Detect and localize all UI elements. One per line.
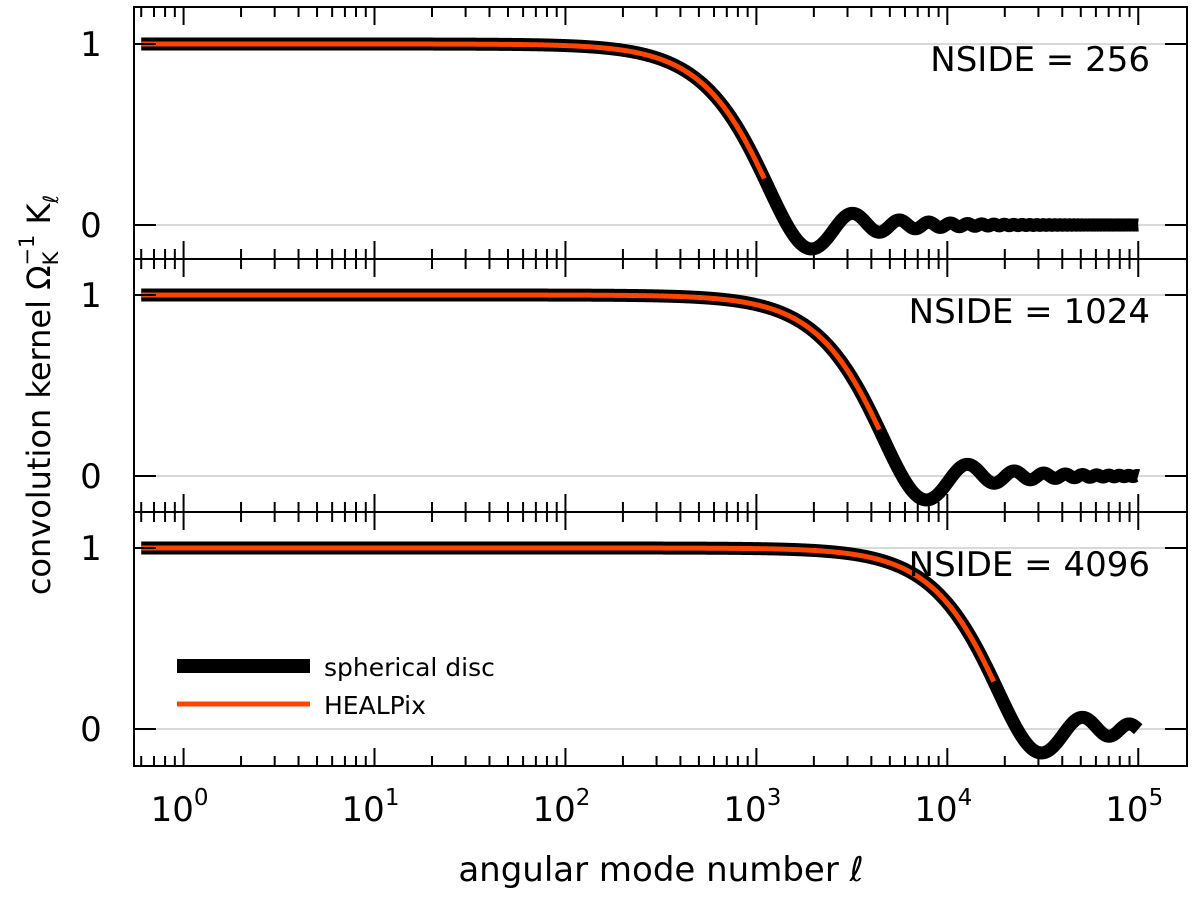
x-tick-label: 102	[532, 785, 590, 830]
y-axis-label-sub2: ℓ	[39, 195, 63, 205]
y-axis-label: convolution kernel ΩK−1 Kℓ	[15, 195, 63, 595]
x-tick-label: 104	[914, 785, 972, 830]
y-tick-label-panel-1: 1	[80, 25, 102, 65]
y-axis-label-mid: K	[20, 202, 58, 234]
data-layer	[135, 37, 1145, 760]
panel-label-2: NSIDE = 1024	[909, 292, 1150, 332]
y-tick-label-panel-2: 1	[80, 276, 102, 316]
series-healpix-panel-1	[139, 41, 767, 181]
panel-frame-3	[133, 511, 1188, 767]
legend-label-spherical-disc: spherical disc	[324, 653, 495, 682]
x-tick-label: 105	[1105, 785, 1163, 830]
x-tick-label: 100	[151, 785, 209, 830]
y-tick-label-panel-1: 0	[80, 206, 102, 246]
series-healpix-panel-3	[139, 545, 996, 684]
grid-layer	[134, 43, 1187, 730]
y-tick-label-panel-2: 0	[80, 457, 102, 497]
label-layer: 0 1 NSIDE = 256 0 1 NSIDE = 1024 0 1 NSIDE = 409…	[80, 25, 1163, 830]
y-axis-label-prefix: convolution kernel Ω	[20, 265, 58, 595]
y-axis-label-sub1: K	[39, 250, 63, 265]
x-axis-label: angular mode number ℓ	[458, 850, 863, 890]
panel-label-3: NSIDE = 4096	[909, 545, 1150, 585]
legend-label-healpix: HEALPix	[324, 691, 426, 720]
y-axis-label-sup1: −1	[15, 235, 39, 266]
axes-layer	[133, 6, 1188, 767]
y-tick-label-panel-3: 0	[80, 710, 102, 750]
series-healpix-panel-2	[139, 292, 882, 432]
x-tick-label: 103	[723, 785, 781, 830]
panel-label-1: NSIDE = 256	[930, 40, 1150, 80]
x-tick-label: 101	[342, 785, 400, 830]
y-tick-label-panel-3: 1	[80, 529, 102, 569]
legend: spherical disc HEALPix	[177, 653, 495, 720]
